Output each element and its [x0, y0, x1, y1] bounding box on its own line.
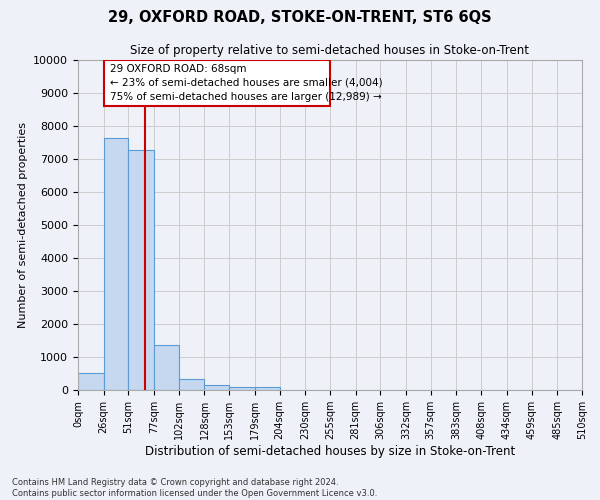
- X-axis label: Distribution of semi-detached houses by size in Stoke-on-Trent: Distribution of semi-detached houses by …: [145, 445, 515, 458]
- Text: Contains HM Land Registry data © Crown copyright and database right 2024.
Contai: Contains HM Land Registry data © Crown c…: [12, 478, 377, 498]
- Bar: [78, 372, 104, 390]
- Y-axis label: Number of semi-detached properties: Number of semi-detached properties: [18, 122, 28, 328]
- Text: ← 23% of semi-detached houses are smaller (4,004): ← 23% of semi-detached houses are smalle…: [110, 78, 382, 88]
- Bar: [205, 384, 229, 390]
- Text: 29, OXFORD ROAD, STOKE-ON-TRENT, ST6 6QS: 29, OXFORD ROAD, STOKE-ON-TRENT, ST6 6QS: [108, 10, 492, 25]
- Bar: [128, 150, 154, 390]
- Bar: [104, 138, 128, 390]
- Text: 75% of semi-detached houses are larger (12,989) →: 75% of semi-detached houses are larger (…: [110, 92, 382, 102]
- Bar: [154, 345, 179, 390]
- Bar: [229, 386, 255, 390]
- Text: 29 OXFORD ROAD: 68sqm: 29 OXFORD ROAD: 68sqm: [110, 64, 246, 74]
- Bar: [255, 388, 280, 390]
- Title: Size of property relative to semi-detached houses in Stoke-on-Trent: Size of property relative to semi-detach…: [131, 44, 530, 58]
- Bar: [179, 380, 205, 390]
- FancyBboxPatch shape: [104, 60, 330, 106]
